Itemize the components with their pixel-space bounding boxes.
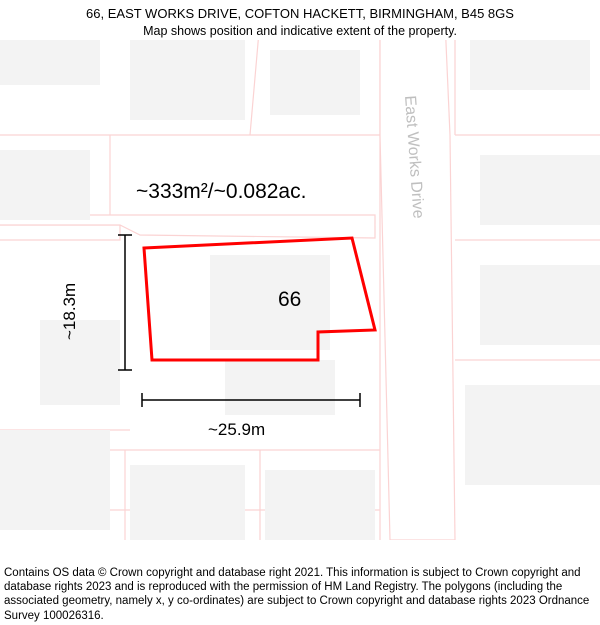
plot-number: 66 — [278, 288, 301, 312]
width-dimension: ~25.9m — [208, 420, 265, 440]
map-subtitle: Map shows position and indicative extent… — [10, 23, 590, 39]
property-map: ~333m²/~0.082ac.66~25.9m~18.3mEast Works… — [0, 40, 600, 540]
copyright-footer: Contains OS data © Crown copyright and d… — [4, 566, 596, 624]
height-dimension: ~18.3m — [60, 283, 80, 340]
area-label: ~333m²/~0.082ac. — [136, 180, 306, 204]
header: 66, EAST WORKS DRIVE, COFTON HACKETT, BI… — [0, 0, 600, 41]
address-title: 66, EAST WORKS DRIVE, COFTON HACKETT, BI… — [10, 6, 590, 23]
